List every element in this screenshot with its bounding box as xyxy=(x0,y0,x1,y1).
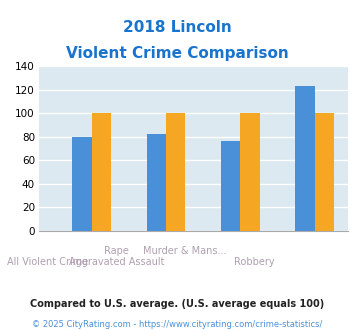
Bar xyxy=(92,113,111,231)
Bar xyxy=(166,113,185,231)
Text: Rape: Rape xyxy=(104,246,129,256)
Text: Compared to U.S. average. (U.S. average equals 100): Compared to U.S. average. (U.S. average … xyxy=(31,299,324,309)
Bar xyxy=(221,142,240,231)
Text: © 2025 CityRating.com - https://www.cityrating.com/crime-statistics/: © 2025 CityRating.com - https://www.city… xyxy=(32,320,323,329)
Text: 2018 Lincoln: 2018 Lincoln xyxy=(123,20,232,35)
Legend: Lincoln, Pennsylvania, National: Lincoln, Pennsylvania, National xyxy=(42,328,345,330)
Bar xyxy=(72,137,92,231)
Text: Aggravated Assault: Aggravated Assault xyxy=(69,257,164,267)
Bar xyxy=(240,113,260,231)
Text: Murder & Mans...: Murder & Mans... xyxy=(143,246,227,256)
Bar xyxy=(295,86,315,231)
Text: Violent Crime Comparison: Violent Crime Comparison xyxy=(66,46,289,61)
Text: Robbery: Robbery xyxy=(234,257,274,267)
Bar xyxy=(315,113,334,231)
Bar xyxy=(147,134,166,231)
Text: All Violent Crime: All Violent Crime xyxy=(7,257,89,267)
